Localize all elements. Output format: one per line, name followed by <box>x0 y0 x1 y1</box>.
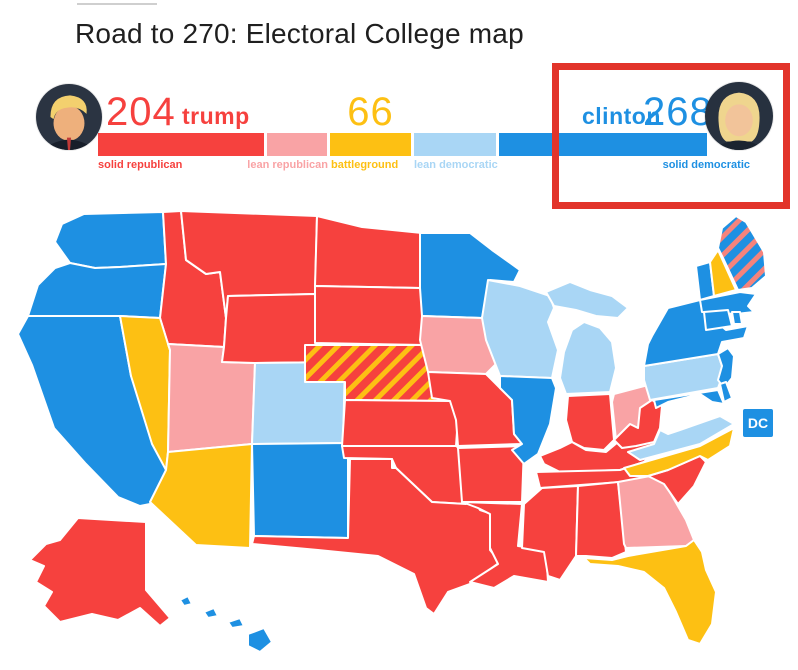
state-HI[interactable] <box>247 627 273 653</box>
bar-segment-battleground <box>330 133 411 156</box>
label-lean-republican: lean republican <box>247 159 328 171</box>
state-MI[interactable] <box>545 281 629 319</box>
state-OR[interactable] <box>27 262 167 319</box>
label-solid-republican: solid republican <box>98 159 183 171</box>
state-CT[interactable] <box>703 309 733 331</box>
state-NH[interactable] <box>709 249 737 297</box>
state-SD[interactable] <box>314 285 427 346</box>
state-AR[interactable] <box>457 445 525 503</box>
state-RI[interactable] <box>731 311 743 325</box>
bar-segment-lean-democratic <box>414 133 496 156</box>
state-WA[interactable] <box>54 211 167 269</box>
state-KS[interactable] <box>341 399 459 447</box>
state-ND[interactable] <box>314 215 423 289</box>
state-DE[interactable] <box>719 381 733 403</box>
state-WI[interactable] <box>481 279 559 379</box>
clinton-portrait-icon <box>705 82 773 150</box>
top-divider <box>77 3 157 5</box>
state-MN[interactable] <box>419 232 521 319</box>
state-MD[interactable] <box>653 389 725 409</box>
state-HI[interactable] <box>203 607 219 619</box>
state-HI[interactable] <box>179 595 193 607</box>
state-ME[interactable] <box>717 215 767 291</box>
trump-electoral-votes: 204 <box>106 90 176 134</box>
clinton-avatar <box>705 82 773 150</box>
dc-badge[interactable]: DC <box>743 409 773 437</box>
annotation-highlight-box <box>552 63 790 209</box>
battleground-electoral-votes: 66 <box>347 90 394 134</box>
bar-segment-lean-republican <box>267 133 327 156</box>
state-AK[interactable] <box>29 517 171 627</box>
clinton-name-label: clinton <box>582 103 661 129</box>
state-MI[interactable] <box>559 321 617 395</box>
trump-name-label: trump <box>182 103 250 129</box>
state-FL[interactable] <box>583 539 717 645</box>
clinton-electoral-votes: 268 <box>643 90 713 134</box>
label-solid-democratic: solid democratic <box>662 159 750 171</box>
state-NC[interactable] <box>623 427 735 477</box>
page-title: Road to 270: Electoral College map <box>75 18 524 49</box>
state-HI[interactable] <box>227 617 245 629</box>
dc-badge-label: DC <box>748 415 768 431</box>
bar-segment-solid-democratic <box>499 133 707 156</box>
state-NM[interactable] <box>251 442 349 539</box>
bar-segment-solid-republican <box>98 133 264 156</box>
label-lean-democratic: lean democratic <box>414 159 498 171</box>
label-battleground: battleground <box>331 159 399 171</box>
state-IL[interactable] <box>499 375 557 465</box>
state-LA[interactable] <box>461 501 549 589</box>
state-NJ[interactable] <box>717 347 735 389</box>
state-IN[interactable] <box>565 393 615 451</box>
